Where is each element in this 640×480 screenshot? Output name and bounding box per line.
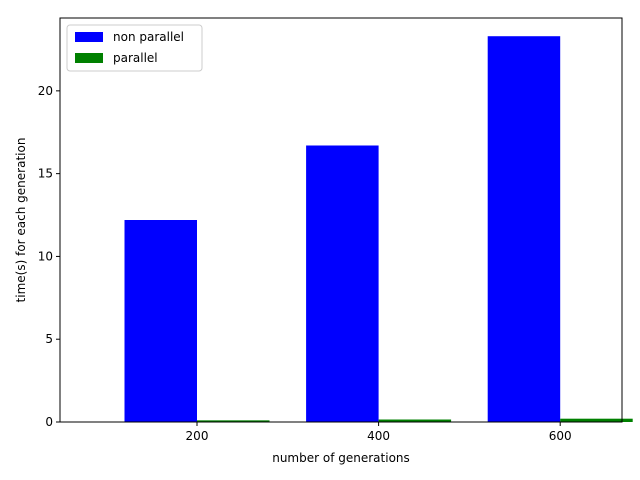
x-tick-label: 200 xyxy=(186,429,209,443)
bars-group xyxy=(124,36,633,423)
y-tick-label: 20 xyxy=(38,84,53,98)
bar-parallel-200 xyxy=(197,420,270,422)
y-ticks: 0 5 10 15 20 xyxy=(38,84,60,429)
y-tick-label: 5 xyxy=(45,332,53,346)
x-tick-label: 600 xyxy=(549,429,572,443)
legend-label-non-parallel: non parallel xyxy=(113,30,184,44)
x-tick-label: 400 xyxy=(367,429,390,443)
legend-swatch-parallel xyxy=(75,53,103,63)
bar-non-parallel-200 xyxy=(124,220,197,422)
x-ticks: 200 400 600 xyxy=(186,422,572,443)
y-tick-label: 0 xyxy=(45,415,53,429)
legend-swatch-non-parallel xyxy=(75,32,103,42)
bar-parallel-400 xyxy=(378,419,452,422)
legend: non parallel parallel xyxy=(66,24,203,72)
x-axis-label: number of generations xyxy=(272,451,410,465)
bar-non-parallel-600 xyxy=(487,36,561,423)
bar-non-parallel-400 xyxy=(306,145,379,422)
y-axis-label: time(s) for each generation xyxy=(14,138,28,303)
plot-area: 0 5 10 15 20 200 400 600 xyxy=(38,17,633,443)
bar-parallel-600 xyxy=(560,418,633,422)
y-tick-label: 10 xyxy=(38,249,53,263)
legend-label-parallel: parallel xyxy=(113,51,158,65)
y-tick-label: 15 xyxy=(38,167,53,181)
axes-frame xyxy=(59,17,623,423)
